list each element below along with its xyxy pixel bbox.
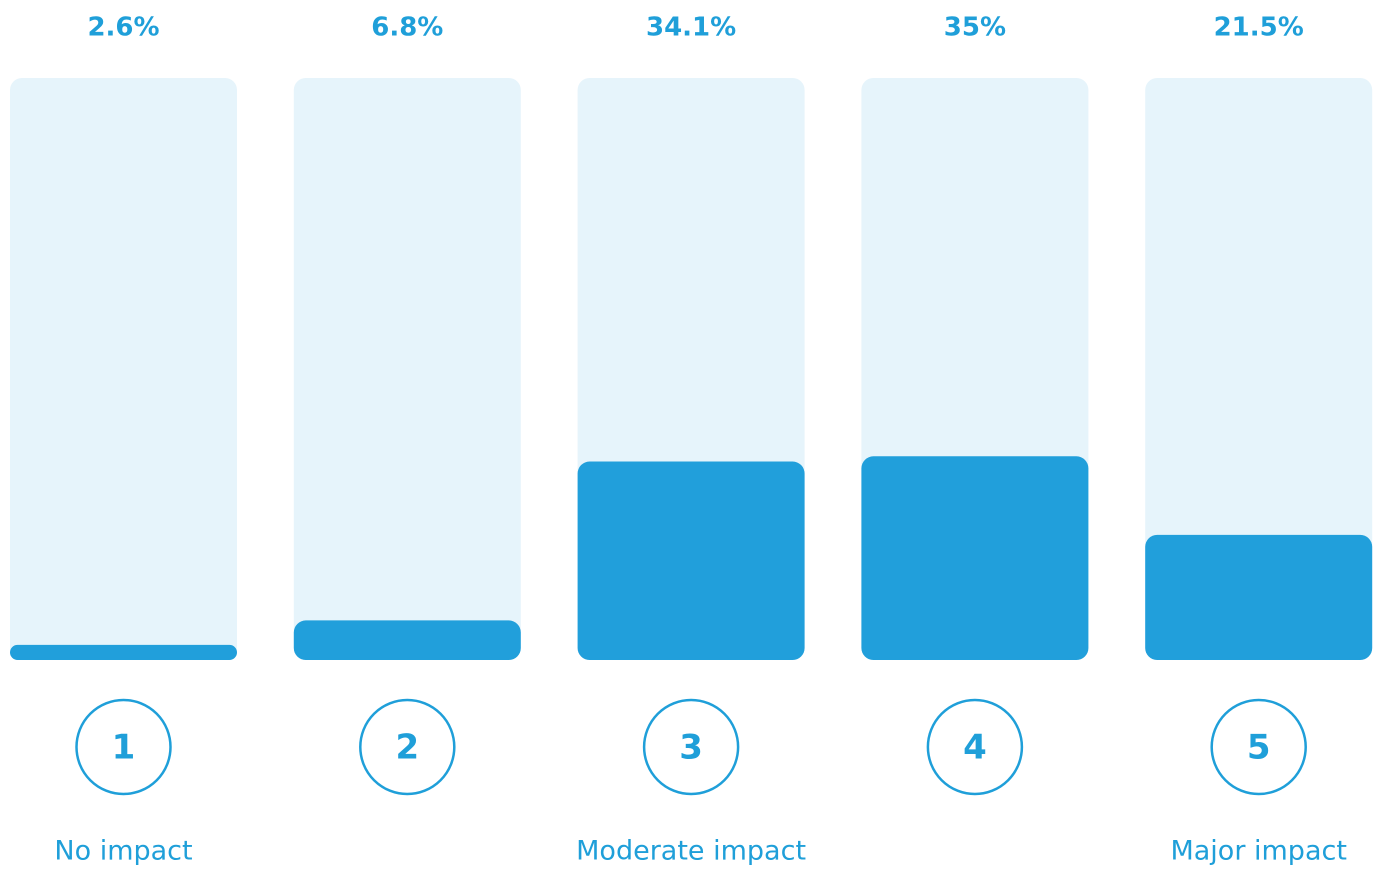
value-label: 6.8% bbox=[371, 13, 443, 43]
category-circle bbox=[926, 698, 1024, 796]
category-label: 4 bbox=[963, 728, 987, 768]
bar bbox=[10, 644, 237, 660]
category-label: 1 bbox=[112, 728, 136, 768]
value-label: 35% bbox=[944, 13, 1006, 43]
category-circle bbox=[359, 698, 456, 796]
category-description: Moderate impact bbox=[576, 836, 806, 867]
category-label: 2 bbox=[395, 728, 419, 768]
category-label: 3 bbox=[679, 728, 703, 768]
category-description: Major impact bbox=[1170, 836, 1346, 867]
value-label: 34.1% bbox=[646, 13, 736, 43]
category-circle bbox=[642, 698, 740, 796]
bar-track bbox=[1145, 78, 1373, 660]
bar bbox=[293, 620, 521, 660]
bar bbox=[1145, 534, 1373, 660]
category-circle bbox=[75, 698, 172, 796]
category-label: 5 bbox=[1247, 728, 1271, 768]
value-label: 21.5% bbox=[1214, 13, 1304, 43]
bar-track bbox=[10, 78, 237, 660]
value-label: 2.6% bbox=[87, 13, 159, 43]
bar bbox=[577, 461, 805, 660]
bar bbox=[861, 456, 1089, 660]
bar-track bbox=[293, 78, 521, 660]
category-circle bbox=[1210, 698, 1307, 796]
category-description: No impact bbox=[54, 836, 192, 867]
